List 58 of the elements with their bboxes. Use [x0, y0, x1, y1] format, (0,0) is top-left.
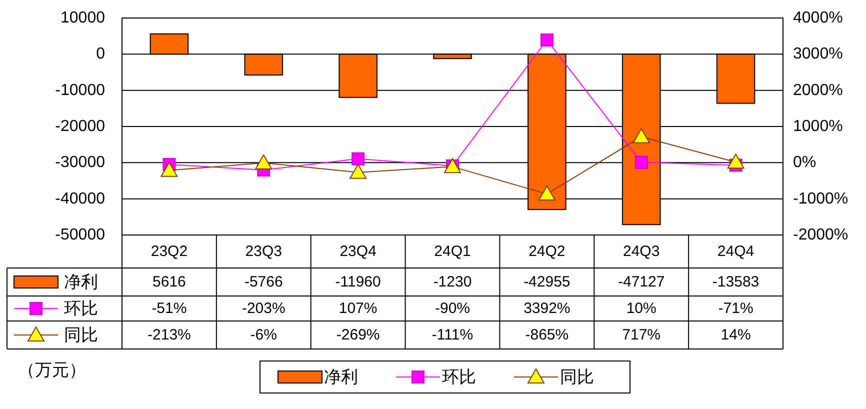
text: 同比	[560, 368, 594, 386]
data-label: -865%	[525, 326, 569, 344]
data-label: -47127	[618, 274, 665, 290]
data-label: -11960	[335, 274, 381, 290]
y-tick-label: 0	[96, 46, 106, 63]
data-label: -203%	[242, 300, 286, 317]
x-tick-label: 23Q3	[245, 243, 282, 260]
data-label: -13583	[712, 274, 760, 290]
y-tick-label: 10000	[60, 10, 106, 26]
data-label: -6%	[250, 326, 277, 344]
legend-label: 环比	[64, 299, 98, 318]
point	[350, 164, 367, 179]
data-label: 10%	[626, 300, 656, 317]
data-label: 107%	[338, 300, 378, 317]
legend-label: 净利	[64, 272, 98, 292]
point	[538, 185, 556, 200]
y-tick-label: -10000	[55, 82, 106, 99]
y2-tick-label: 1000%	[793, 118, 843, 135]
text: 环比	[442, 368, 476, 386]
data-label: -42955	[524, 274, 570, 290]
y2-tick-label: -1000%	[793, 190, 848, 208]
y-tick-label: -50000	[55, 226, 106, 244]
x-tick-label: 23Q4	[340, 243, 376, 260]
data-label: 14%	[720, 326, 751, 344]
y-tick-label: -20000	[55, 118, 106, 135]
point	[727, 154, 744, 169]
data-label: -213%	[148, 326, 191, 344]
y2-tick-label: 2000%	[793, 82, 843, 99]
point	[255, 154, 272, 170]
data-label: -1230	[433, 274, 472, 290]
data-label: 3392%	[524, 300, 570, 317]
point	[634, 156, 648, 169]
data-label: -51%	[152, 300, 187, 317]
y2-tick-label: 0%	[793, 154, 816, 172]
y2-tick-label: 3000%	[793, 46, 843, 63]
data-label: -111%	[432, 326, 474, 344]
data-label: -71%	[718, 300, 754, 317]
legend-label: 同比	[64, 326, 98, 344]
point	[632, 128, 650, 144]
point	[160, 162, 178, 177]
data-label: 5616	[152, 274, 186, 290]
y-tick-label: -30000	[55, 154, 106, 172]
x-tick-label: 24Q1	[434, 243, 471, 260]
x-tick-label: 24Q3	[623, 243, 660, 260]
y2-tick-label: -2000%	[793, 226, 848, 244]
x-tick-label: 24Q2	[528, 243, 566, 260]
point	[540, 33, 554, 46]
data-label: 717%	[622, 326, 661, 344]
y2-tick-label: 4000%	[793, 10, 843, 26]
point	[352, 152, 365, 166]
y-tick-label: -40000	[55, 190, 106, 208]
data-label: -269%	[336, 326, 380, 344]
x-tick-label: 24Q4	[717, 243, 754, 260]
data-label: -5766	[244, 274, 283, 290]
text: 净利	[324, 368, 358, 386]
text: （万元）	[18, 360, 86, 380]
data-label: -90%	[434, 300, 470, 317]
x-tick-label: 23Q2	[150, 243, 188, 260]
